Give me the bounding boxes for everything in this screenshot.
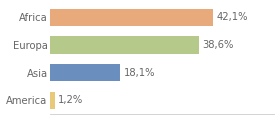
Text: 38,6%: 38,6%: [202, 40, 234, 50]
Bar: [50, 36, 199, 54]
Bar: [50, 64, 120, 81]
Text: 1,2%: 1,2%: [58, 95, 83, 105]
Bar: [50, 92, 55, 109]
Text: 18,1%: 18,1%: [123, 68, 155, 78]
Bar: [50, 9, 213, 26]
Text: 42,1%: 42,1%: [216, 12, 248, 22]
